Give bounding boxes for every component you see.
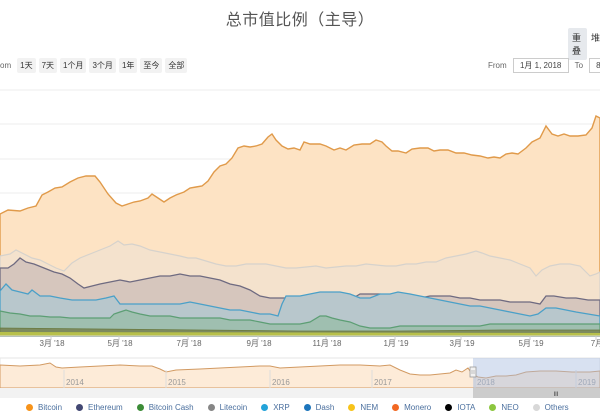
legend-dot-icon: [532, 404, 540, 411]
legend: Bitcoin Ethereum Bitcoin Cash Litecoin X…: [0, 403, 600, 412]
legend-dot-icon: [489, 404, 497, 411]
x-tick-label: 5月 '18: [107, 339, 133, 348]
navigator-year-label: 2016: [272, 378, 290, 387]
legend-dot-icon: [76, 404, 84, 411]
legend-item-dash[interactable]: Dash: [303, 403, 335, 412]
x-tick-label: 9月 '18: [246, 339, 272, 348]
legend-label: Others: [544, 403, 569, 412]
legend-item-monero[interactable]: Monero: [392, 403, 431, 412]
legend-label: Litecoin: [219, 403, 248, 412]
scrollbar-grip-icon: III: [553, 392, 558, 398]
legend-label: NEM: [360, 403, 379, 412]
zoom-1m-button[interactable]: 1个月: [60, 58, 87, 73]
navigator-year-label: 2017: [374, 378, 392, 387]
navigator-year-label: 2019: [578, 378, 596, 387]
navigator-selection-mask[interactable]: [473, 358, 600, 388]
zoom-all-button[interactable]: 全部: [165, 58, 188, 73]
legend-dot-icon: [136, 404, 144, 411]
legend-dot-icon: [207, 404, 215, 411]
legend-item-neo[interactable]: NEO: [489, 403, 519, 412]
chart-title: 总市值比例（主导）: [225, 12, 375, 29]
scrollbar-thumb[interactable]: [473, 388, 600, 398]
legend-dot-icon: [392, 404, 400, 411]
legend-item-iota[interactable]: IOTA: [445, 403, 475, 412]
navigator-year-label: 2015: [168, 378, 186, 387]
legend-item-ethereum[interactable]: Ethereum: [76, 403, 123, 412]
legend-dot-icon: [261, 404, 269, 411]
legend-item-nem[interactable]: NEM: [348, 403, 378, 412]
x-tick-label: 7月 '18: [176, 339, 202, 348]
zoom-selector: om 1天 7天 1个月 3个月 1年 至今 全部: [0, 58, 190, 73]
x-tick-label: 5月 '19: [518, 339, 544, 348]
legend-item-litecoin[interactable]: Litecoin: [207, 403, 248, 412]
legend-dot-icon: [348, 404, 356, 411]
x-tick-label: 11月 '18: [313, 339, 343, 348]
from-date-input[interactable]: 1月 1, 2018: [512, 58, 569, 73]
zoom-1y-button[interactable]: 1年: [118, 58, 138, 73]
view-mode-toggle: 重叠 堆: [568, 28, 600, 60]
navigator-year-label: 2014: [66, 378, 84, 387]
x-tick-label: 7月: [591, 339, 600, 348]
navigator-series: [0, 362, 600, 389]
x-tick-label: 1月 '19: [383, 339, 409, 348]
to-label: To: [574, 61, 584, 70]
legend-item-xrp[interactable]: XRP: [261, 403, 290, 412]
legend-dot-icon: [445, 404, 453, 411]
legend-item-bitcoin[interactable]: Bitcoin: [26, 403, 62, 412]
stacked-button[interactable]: 堆: [590, 33, 600, 43]
x-tick-label: 3月 '18: [39, 339, 65, 348]
legend-label: Bitcoin Cash: [148, 403, 194, 412]
x-axis: 3月 '18 5月 '18 7月 '18 9月 '18 11月 '18 1月 '…: [0, 335, 600, 348]
zoom-ytd-button[interactable]: 至今: [140, 58, 163, 73]
overlay-button[interactable]: 重叠: [568, 28, 587, 60]
legend-label: Dash: [315, 403, 335, 412]
scrollbar[interactable]: III: [0, 388, 600, 398]
legend-label: IOTA: [457, 403, 476, 412]
zoom-3m-button[interactable]: 3个月: [89, 58, 116, 73]
legend-label: Monero: [404, 403, 432, 412]
navigator-left-handle[interactable]: [469, 366, 477, 378]
date-range-selector: From 1月 1, 2018 To 8: [488, 58, 600, 73]
zoom-1d-button[interactable]: 1天: [17, 58, 36, 73]
legend-label: Bitcoin: [38, 403, 63, 412]
legend-item-others[interactable]: Others: [532, 403, 569, 412]
legend-dot-icon: [303, 404, 311, 411]
legend-dot-icon: [26, 404, 33, 411]
legend-label: XRP: [273, 403, 290, 412]
to-date-input[interactable]: 8: [589, 58, 600, 73]
legend-label: NEO: [501, 403, 519, 412]
zoom-7d-button[interactable]: 7天: [38, 58, 58, 73]
x-tick-label: 3月 '19: [449, 339, 475, 348]
zoom-label: om: [0, 61, 12, 70]
neo-nem-area: [0, 332, 600, 336]
navigator-year-label: 2018: [477, 378, 495, 387]
chart-area: 3月 '18 5月 '18 7月 '18 9月 '18 11月 '18 1月 '…: [0, 89, 600, 398]
legend-item-bitcoin-cash[interactable]: Bitcoin Cash: [136, 403, 194, 412]
navigator[interactable]: 2014 2015 2016 2017 2018 2019: [0, 357, 600, 389]
legend-label: Ethereum: [88, 403, 123, 412]
from-label: From: [488, 61, 507, 70]
